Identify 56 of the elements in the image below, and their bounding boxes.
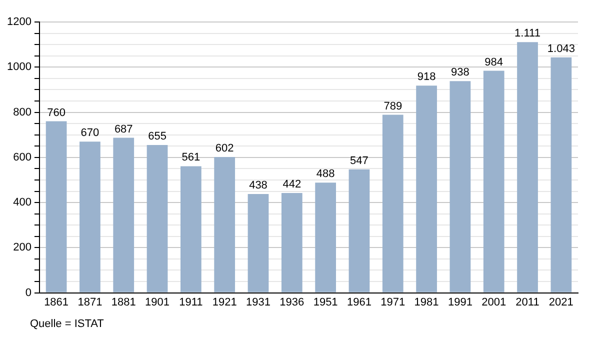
bar: [416, 86, 437, 292]
data-label: 602: [215, 142, 234, 154]
bar: [315, 182, 336, 292]
x-tick-label: 1871: [78, 296, 102, 308]
data-label: 789: [384, 100, 402, 112]
y-tick-label: 400: [13, 196, 32, 209]
y-tick-label: 1000: [6, 61, 32, 74]
bar: [46, 121, 67, 292]
data-label: 918: [417, 71, 436, 84]
y-tick-label: 800: [13, 106, 32, 118]
x-tick-label: 1911: [179, 296, 203, 308]
x-tick-label: 1981: [414, 296, 439, 308]
bar: [483, 70, 504, 292]
x-tick-label: 1921: [212, 296, 237, 308]
data-label: 687: [114, 123, 133, 136]
x-tick-label: 1881: [111, 296, 136, 308]
x-tick-label: 2011: [516, 296, 540, 308]
bar: [281, 193, 302, 292]
x-tick-label: 1936: [280, 296, 304, 308]
bar: [80, 142, 100, 292]
y-tick-label: 0: [25, 286, 32, 299]
data-label: 760: [47, 106, 66, 119]
bar: [146, 144, 168, 292]
data-label: 655: [148, 130, 166, 143]
bar: [113, 138, 134, 292]
bar: [382, 114, 404, 292]
data-label: 547: [350, 154, 368, 167]
data-label: 488: [316, 168, 335, 180]
x-tick-label: 1951: [313, 296, 338, 308]
bar: [214, 156, 236, 292]
bar: [180, 166, 202, 292]
bar: [348, 169, 370, 292]
x-tick-label: 1861: [44, 296, 69, 308]
x-tick-label: 2001: [482, 296, 506, 308]
bar: [248, 194, 269, 292]
x-tick-label: 1961: [346, 296, 372, 308]
data-label: 984: [484, 56, 504, 68]
x-tick-label: 1901: [145, 296, 170, 308]
x-tick-label: 2021: [548, 296, 574, 308]
y-tick-label: 1200: [6, 16, 32, 28]
data-label: 442: [282, 178, 302, 191]
data-label: 670: [80, 127, 100, 140]
data-label: 438: [249, 179, 268, 192]
y-tick-label: 600: [13, 151, 32, 164]
data-label: 938: [451, 66, 470, 79]
source-note: Quelle = ISTAT: [30, 318, 104, 330]
data-label: 561: [182, 152, 200, 164]
data-label: 1.111: [514, 28, 540, 40]
y-tick-label: 200: [13, 242, 32, 254]
bar: [517, 42, 538, 292]
bar: [550, 57, 572, 292]
x-tick-label: 1971: [380, 296, 406, 308]
bar: [450, 81, 471, 292]
x-tick-label: 1931: [246, 296, 270, 308]
data-label: 1.043: [547, 42, 575, 55]
x-tick-label: 1991: [448, 296, 472, 308]
